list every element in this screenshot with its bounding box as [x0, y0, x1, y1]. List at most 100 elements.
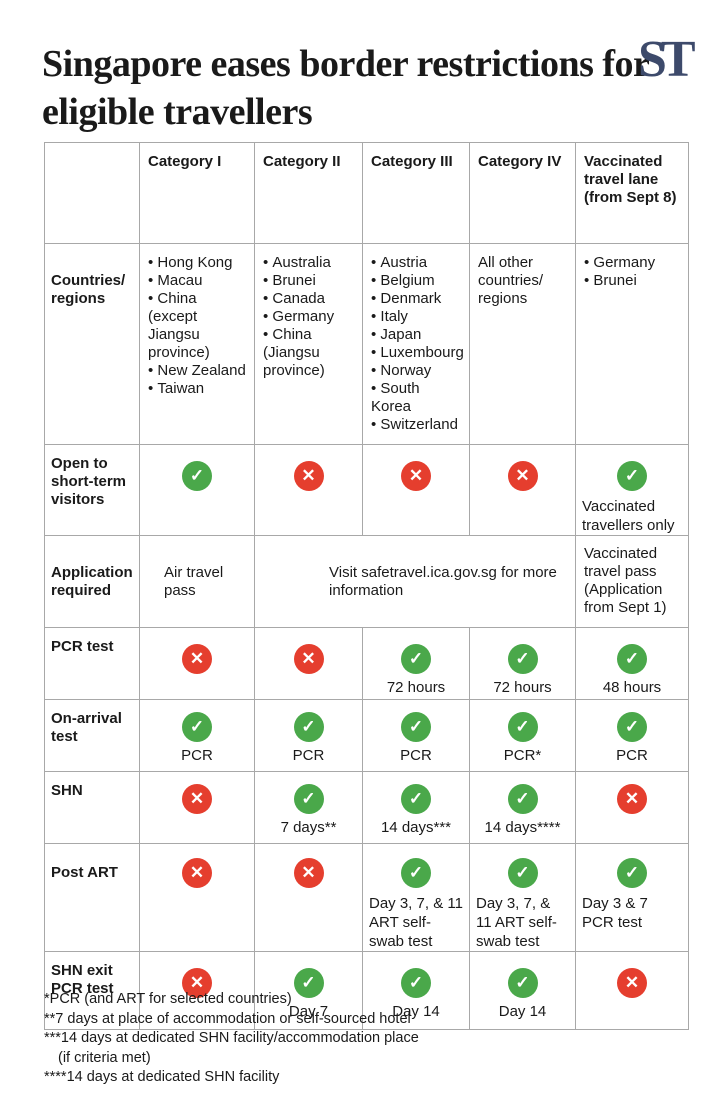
exitpcr-cat3: ✓ Day 14 [362, 951, 470, 1030]
pcr-cat2: ✕ [254, 627, 363, 700]
check-icon: ✓ [401, 858, 431, 888]
row-label: PCR test [44, 627, 140, 700]
country-item: Austria [371, 254, 461, 272]
cross-icon: ✕ [401, 461, 431, 491]
country-list: AustraliaBruneiCanadaGermanyChina (Jiang… [263, 254, 354, 380]
exitpcr-vtl: ✕ [575, 951, 689, 1030]
cross-icon: ✕ [507, 461, 538, 491]
application-middle: Visit safetravel.ica.gov.sg for more inf… [254, 535, 576, 628]
open-cat1: ✓ [139, 444, 255, 536]
postart-cat4: ✓ Day 3, 7, & 11 ART self-swab test [469, 843, 576, 952]
row-on-arrival: On-arrival test ✓ PCR ✓ PCR ✓ PCR ✓ PCR* ✓ PC… [44, 699, 689, 772]
onarrival-cat3: ✓ PCR [362, 699, 470, 772]
check-icon: ✓ [507, 712, 538, 742]
postart-note: Day 3 & 7 PCR test [582, 895, 648, 931]
cross-icon: ✕ [617, 784, 647, 814]
country-item: Germany [263, 308, 354, 326]
country-item: Japan [371, 326, 461, 344]
postart-cat1: ✕ [139, 843, 255, 952]
footnote: *PCR (and ART for selected countries) [44, 991, 292, 1007]
row-application: Application required Air travel pass Vis… [44, 535, 689, 628]
country-item: Taiwan [148, 380, 246, 398]
footnote: **7 days at place of accommodation or se… [44, 1010, 411, 1027]
country-list: GermanyBrunei [584, 254, 680, 290]
application-cat1: Air travel pass [139, 535, 255, 628]
pcr-cat1: ✕ [139, 627, 255, 700]
check-icon: ✓ [617, 644, 647, 674]
row-label: On-arrival test [44, 699, 140, 772]
pcr-cat4: ✓ 72 hours [469, 627, 576, 700]
shn-note: 14 days**** [484, 819, 561, 836]
shn-cat4: ✓ 14 days**** [469, 771, 576, 844]
row-label: SHN exit PCR test [44, 951, 140, 1030]
country-item: Italy [371, 308, 461, 326]
country-list: Hong KongMacauChina (except Jiangsu prov… [148, 254, 246, 398]
postart-note: Day 3, 7, & 11 ART self-swab test [369, 895, 463, 950]
check-icon: ✓ [401, 644, 431, 674]
countries-cat4: All other countries/ regions [469, 243, 576, 445]
row-shn-exit-pcr: SHN exit PCR test ✕ ✓ Day 7 ✓ Day 14 ✓ Day … [44, 951, 689, 1030]
check-icon: ✓ [507, 784, 538, 814]
country-item: New Zealand [148, 362, 246, 380]
cross-icon: ✕ [293, 858, 324, 888]
country-item: Brunei [263, 272, 354, 290]
row-label: Application required [44, 535, 140, 628]
onarrival-note: PCR [616, 747, 648, 764]
restrictions-table: Category I Category II Category III Cate… [44, 142, 689, 1030]
onarrival-cat4: ✓ PCR* [469, 699, 576, 772]
exitpcr-note: Day 7 [288, 1003, 329, 1020]
check-icon: ✓ [293, 968, 324, 998]
postart-vtl: ✓ Day 3 & 7 PCR test [575, 843, 689, 952]
country-item: Macau [148, 272, 246, 290]
onarrival-cat1: ✓ PCR [139, 699, 255, 772]
shn-note: 14 days*** [380, 819, 452, 836]
row-label: Post ART [44, 843, 140, 952]
row-label: SHN [44, 771, 140, 844]
check-icon: ✓ [182, 712, 212, 742]
row-open: Open to short-term visitors ✓ ✕ ✕ ✕ ✓ Vac… [44, 444, 689, 536]
row-countries: Countries/ regions Hong KongMacauChina (… [44, 243, 689, 445]
row-label: Countries/ regions [44, 243, 140, 445]
cross-icon: ✕ [617, 968, 647, 998]
application-vtl: Vaccinated travel pass (Application from… [575, 535, 689, 628]
country-item: Norway [371, 362, 461, 380]
pcr-note: 72 hours [493, 679, 552, 696]
footnote: ***14 days at dedicated SHN facility/acc… [44, 1030, 419, 1046]
exitpcr-note: Day 14 [498, 1003, 547, 1020]
cross-icon: ✕ [182, 858, 212, 888]
cross-icon: ✕ [293, 644, 324, 674]
country-item: Belgium [371, 272, 461, 290]
exitpcr-cat1: ✕ [139, 951, 255, 1030]
cross-icon: ✕ [182, 968, 212, 998]
st-logo: ST [638, 31, 696, 88]
country-item: Denmark [371, 290, 461, 308]
shn-cat2: ✓ 7 days** [254, 771, 363, 844]
country-item: Hong Kong [148, 254, 246, 272]
check-icon: ✓ [401, 784, 431, 814]
cross-icon: ✕ [293, 461, 324, 491]
vtl-open-note: Vaccinated travellers only [582, 498, 675, 534]
onarrival-cat2: ✓ PCR [254, 699, 363, 772]
countries-cat2: AustraliaBruneiCanadaGermanyChina (Jiang… [254, 243, 363, 445]
check-icon: ✓ [507, 858, 538, 888]
row-pcr: PCR test ✕ ✕ ✓ 72 hours ✓ 72 hours ✓ 48 hou… [44, 627, 689, 700]
pcr-vtl: ✓ 48 hours [575, 627, 689, 700]
postart-cat2: ✕ [254, 843, 363, 952]
cross-icon: ✕ [182, 784, 212, 814]
check-icon: ✓ [507, 968, 538, 998]
check-icon: ✓ [617, 461, 647, 491]
check-icon: ✓ [182, 461, 212, 491]
header-category-3: Category III [362, 142, 470, 244]
onarrival-vtl: ✓ PCR [575, 699, 689, 772]
check-icon: ✓ [617, 712, 647, 742]
check-icon: ✓ [293, 784, 324, 814]
check-icon: ✓ [617, 858, 647, 888]
shn-vtl: ✕ [575, 771, 689, 844]
country-item: Luxembourg [371, 344, 463, 362]
open-vtl: ✓ Vaccinated travellers only [575, 444, 689, 536]
onarrival-note: PCR [400, 747, 432, 764]
shn-cat3: ✓ 14 days*** [362, 771, 470, 844]
exitpcr-cat4: ✓ Day 14 [469, 951, 576, 1030]
header-category-1: Category I [139, 142, 255, 244]
open-cat4: ✕ [469, 444, 576, 536]
